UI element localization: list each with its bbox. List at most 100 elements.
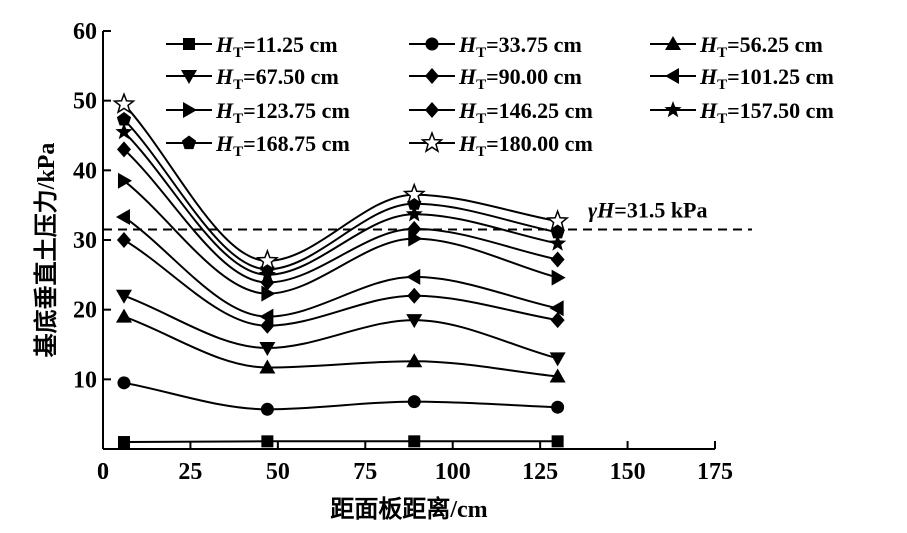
legend: HT=11.25 cm HT=33.75 cm HT=56.25 cm HT=67.5…: [166, 32, 834, 160]
x-tick-label: 75: [353, 459, 377, 485]
legend-label: HT=33.75 cm: [458, 32, 582, 61]
data-point: [405, 205, 423, 222]
series-line: [123, 148, 558, 284]
series-line: [123, 315, 558, 378]
series-line: [123, 216, 558, 318]
data-point: [551, 269, 566, 286]
data-point: [112, 92, 136, 114]
series-line: [123, 440, 558, 443]
data-point: [407, 220, 422, 237]
data-point: [549, 352, 566, 367]
data-point: [408, 230, 423, 247]
legend-item: HT=56.25 cm: [650, 32, 823, 61]
legend-marker: [181, 135, 197, 150]
legend-item: HT=157.50 cm: [650, 98, 834, 127]
data-point: [550, 312, 565, 329]
x-tick-label: 100: [435, 459, 471, 485]
data-point: [116, 232, 131, 248]
data-point: [115, 209, 130, 226]
data-point: [117, 436, 130, 449]
series-1: [117, 435, 564, 449]
data-point: [546, 209, 570, 232]
data-point: [549, 234, 567, 251]
data-point: [406, 268, 421, 285]
x-tick-label: 0: [97, 459, 109, 485]
y-tick-label: 30: [73, 228, 97, 254]
y-tick-label: 40: [73, 158, 97, 184]
legend-item: HT=11.25 cm: [166, 32, 338, 61]
legend-item: HT=123.75 cm: [166, 98, 350, 127]
legend-marker: [420, 130, 444, 153]
y-axis-title: 基底垂直土压力/kPa: [32, 143, 60, 358]
data-point: [260, 402, 274, 416]
legend-marker: [183, 38, 195, 50]
series-line: [123, 103, 558, 262]
legend-label: HT=101.25 cm: [699, 64, 834, 93]
series-3: [115, 308, 566, 383]
legend-item: HT=33.75 cm: [409, 32, 582, 61]
legend-item: HT=67.50 cm: [166, 64, 339, 93]
data-point: [407, 287, 422, 304]
legend-label: HT=157.50 cm: [699, 98, 834, 127]
legend-marker: [183, 102, 197, 118]
data-point: [261, 435, 274, 448]
series-line: [123, 239, 558, 327]
series-line: [123, 118, 558, 271]
data-point: [402, 182, 426, 205]
data-point: [406, 353, 423, 368]
x-tick-label: 175: [697, 459, 733, 485]
series-line: [123, 131, 558, 276]
series-6: [115, 209, 564, 325]
series-layer: [112, 92, 570, 449]
legend-label: HT=67.50 cm: [215, 64, 339, 93]
legend-item: HT=168.75 cm: [166, 131, 350, 160]
axes: 0 25 50 75 100 125 150 1751020304050600γH=31.5 …: [73, 19, 752, 485]
legend-marker: [664, 101, 682, 118]
legend-label: HT=168.75 cm: [215, 131, 350, 160]
legend-label: HT=146.25 cm: [458, 98, 593, 127]
legend-marker: [425, 37, 439, 51]
data-point: [550, 251, 565, 268]
x-tick-label: 50: [266, 459, 290, 485]
series-2: [117, 376, 565, 416]
y-tick-label: 60: [73, 19, 97, 45]
y-tick-label: 50: [73, 89, 97, 115]
reference-line-label: γH=31.5 kPa: [588, 198, 708, 223]
data-point: [406, 314, 423, 329]
data-point: [255, 248, 279, 271]
data-point: [115, 308, 132, 323]
legend-label: HT=56.25 cm: [699, 32, 823, 61]
x-axis-title: 距面板距离/cm: [330, 495, 487, 523]
series-5: [116, 232, 565, 334]
data-point: [259, 308, 274, 325]
series-4: [115, 289, 566, 367]
legend-label: HT=90.00 cm: [458, 64, 582, 93]
y-tick-label: 10: [73, 367, 97, 393]
data-point: [115, 123, 133, 140]
data-point: [551, 435, 564, 448]
x-tick-label: 150: [610, 459, 646, 485]
y-tick-label: 20: [73, 298, 97, 324]
series-line: [123, 294, 558, 360]
legend-label: HT=11.25 cm: [215, 32, 338, 61]
legend-label: HT=123.75 cm: [215, 98, 350, 127]
series-7: [117, 172, 566, 302]
legend-item: HT=101.25 cm: [650, 64, 834, 93]
data-point: [549, 368, 566, 383]
data-point: [551, 400, 565, 414]
x-tick-label: 125: [522, 459, 558, 485]
legend-item: HT=180.00 cm: [409, 130, 593, 160]
series-8: [116, 141, 565, 291]
data-point: [116, 141, 131, 158]
data-point: [549, 300, 564, 317]
data-point: [259, 341, 276, 356]
data-point: [261, 285, 276, 302]
legend-marker: [181, 70, 197, 84]
data-point: [117, 376, 131, 390]
legend-marker: [665, 68, 679, 84]
data-point: [408, 435, 421, 448]
legend-marker: [425, 102, 439, 118]
series-line: [123, 180, 558, 295]
legend-marker: [425, 68, 439, 84]
